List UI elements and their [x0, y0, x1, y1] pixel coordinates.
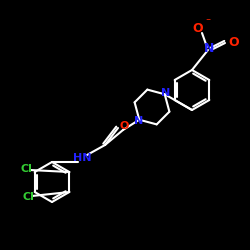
Text: HN: HN: [73, 153, 91, 163]
Text: Cl: Cl: [20, 164, 32, 174]
Text: O: O: [229, 36, 239, 50]
Text: ⁻: ⁻: [206, 17, 210, 27]
Text: O: O: [119, 121, 129, 131]
Text: N: N: [204, 42, 214, 54]
Text: N: N: [161, 88, 170, 98]
Text: O: O: [193, 22, 203, 35]
Text: N: N: [134, 116, 143, 126]
Text: Cl: Cl: [22, 192, 34, 202]
